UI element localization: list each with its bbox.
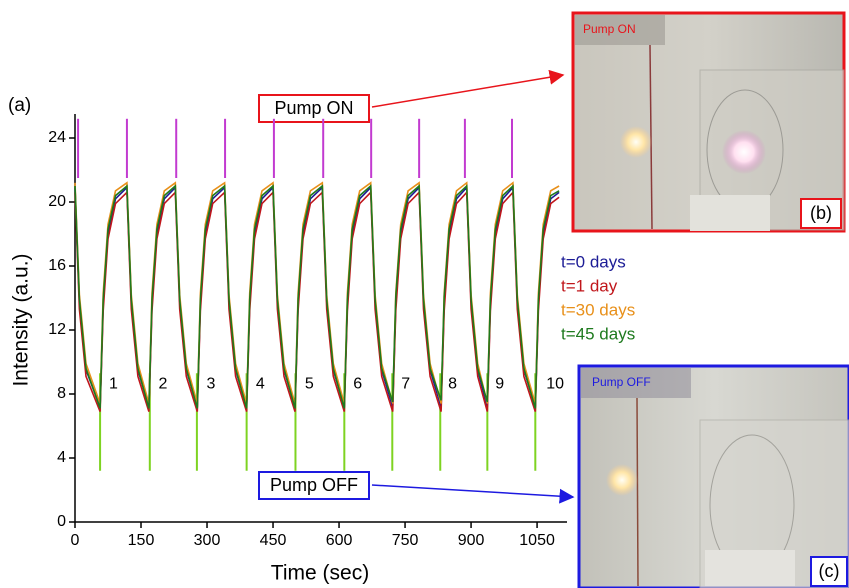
y-tick-label: 0 [57,513,66,530]
y-tick-label: 24 [48,129,66,146]
cycle-label: 7 [401,376,410,393]
x-axis-label: Time (sec) [271,562,369,585]
series-line [74,181,560,404]
cycle-label: 9 [495,376,504,393]
cycle-label: 5 [305,376,314,393]
callout-text: Pump ON [274,98,353,118]
cycle-label: 1 [109,376,118,393]
x-tick-label: 900 [458,532,485,549]
y-tick-label: 16 [48,257,66,274]
series-line [74,184,560,409]
y-axis-label: Intensity (a.u.) [10,253,33,386]
x-tick-label: 150 [128,532,155,549]
photo-c: Pump OFF (c) [577,364,849,588]
cycle-label: 4 [256,376,265,393]
cycle-label: 10 [546,376,564,393]
legend-entry: t=45 days [561,324,635,343]
cycle-label: 2 [159,376,168,393]
cycle-label: 6 [353,376,362,393]
y-tick-label: 20 [48,193,66,210]
cycle-label: 3 [207,376,216,393]
x-tick-label: 1050 [519,532,555,549]
callout-off: Pump OFF [258,471,575,504]
callout-text: Pump OFF [270,475,358,495]
legend-entry: t=30 days [561,300,635,319]
y-tick-label: 12 [48,321,66,338]
photo-b: Pump ON (b) [571,11,846,233]
panel-label: (a) [8,95,31,116]
y-tick-label: 4 [57,449,66,466]
photo-tag: (b) [810,203,832,223]
y-tick-label: 8 [57,385,66,402]
photo-tag: (c) [819,561,840,581]
x-tick-label: 600 [326,532,353,549]
photo-label: Pump ON [583,22,636,36]
cycle-label: 8 [448,376,457,393]
x-tick-label: 450 [260,532,287,549]
x-tick-label: 0 [71,532,80,549]
photo-label: Pump OFF [592,375,651,389]
x-tick-label: 300 [194,532,221,549]
x-tick-label: 750 [392,532,419,549]
legend-entry: t=0 days [561,252,626,271]
legend-entry: t=1 day [561,276,618,295]
callout-on: Pump ON [258,69,565,123]
